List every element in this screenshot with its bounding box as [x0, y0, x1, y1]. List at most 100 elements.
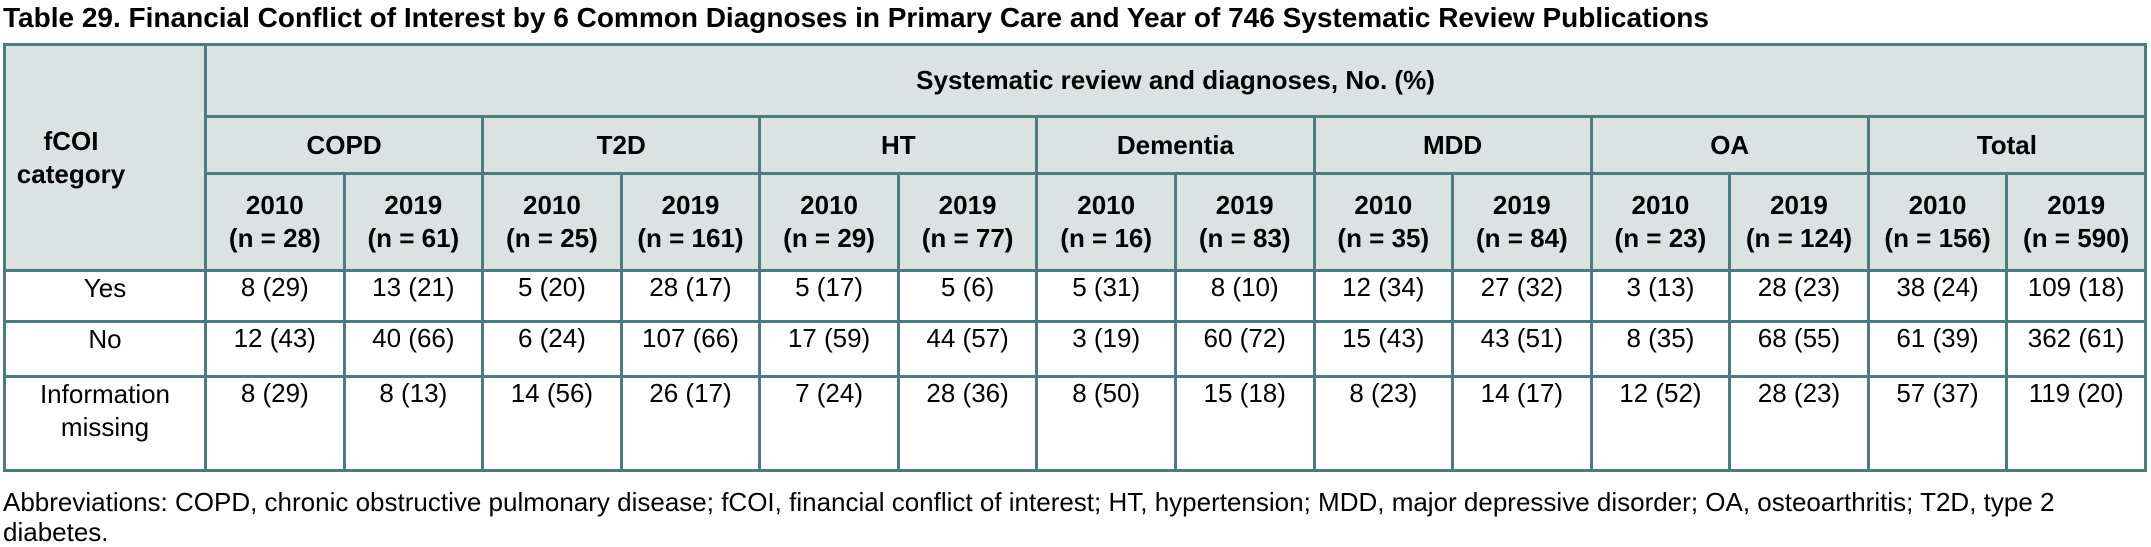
- data-cell: 14 (17): [1451, 375, 1593, 472]
- year-header: 2010 (n = 35): [1312, 172, 1455, 272]
- n-label: (n = 124): [1745, 223, 1853, 253]
- year-header: 2010 (n = 156): [1866, 172, 2009, 272]
- data-cell: 12 (52): [1589, 375, 1732, 472]
- year-header: 2019 (n = 77): [896, 172, 1039, 272]
- data-cell: 28 (17): [619, 269, 762, 323]
- group-header-oa: OA: [1589, 115, 1870, 175]
- data-cell: 40 (66): [342, 320, 485, 378]
- year-header: 2019 (n = 61): [342, 172, 485, 272]
- data-cell: 6 (24): [481, 320, 623, 378]
- year-label: 2019: [1215, 190, 1274, 220]
- n-label: (n = 77): [921, 223, 1014, 253]
- group-header-ht: HT: [758, 115, 1039, 175]
- n-label: (n = 161): [637, 223, 744, 253]
- data-cell: 8 (35): [1589, 320, 1732, 378]
- table-title: Table 29. Financial Conflict of Interest…: [3, 2, 1709, 33]
- n-label: (n = 29): [783, 223, 875, 253]
- n-label: (n = 28): [228, 223, 321, 253]
- year-header: 2019 (n = 124): [1728, 172, 1870, 272]
- data-cell: 14 (56): [481, 375, 623, 472]
- group-header-mdd: MDD: [1312, 115, 1593, 175]
- data-cell: 119 (20): [2005, 375, 2147, 472]
- year-header: 2019 (n = 84): [1451, 172, 1593, 272]
- n-label: (n = 23): [1614, 223, 1707, 253]
- data-cell: 60 (72): [1173, 320, 1316, 378]
- group-header-t2d: T2D: [481, 115, 762, 175]
- data-cell: 3 (19): [1035, 320, 1177, 378]
- header-row-groups: COPD T2D HT Dementia MDD OA Total: [5, 115, 2148, 175]
- table-row-yes: Yes 8 (29) 13 (21) 5 (20) 28 (17) 5 (17)…: [3, 269, 2147, 323]
- group-header-total: Total: [1866, 115, 2148, 175]
- data-cell: 107 (66): [619, 320, 762, 378]
- n-label: (n = 25): [506, 223, 598, 253]
- year-header: 2010 (n = 23): [1589, 172, 1732, 272]
- data-cell: 109 (18): [2005, 269, 2147, 323]
- year-label: 2010: [245, 190, 304, 220]
- year-label: 2019: [661, 190, 720, 220]
- data-cell: 15 (43): [1312, 320, 1455, 378]
- table-header: fCOI category Systematic review and diag…: [3, 43, 2148, 272]
- table-body: Yes 8 (29) 13 (21) 5 (20) 28 (17) 5 (17)…: [3, 269, 2147, 472]
- data-cell: 15 (18): [1173, 375, 1316, 472]
- year-label: 2010: [1908, 190, 1967, 220]
- year-label: 2010: [1631, 190, 1690, 220]
- year-header: 2010 (n = 16): [1035, 172, 1177, 272]
- year-label: 2019: [2047, 190, 2106, 220]
- data-cell: 28 (23): [1728, 375, 1870, 472]
- data-cell: 5 (6): [896, 269, 1039, 323]
- n-label: (n = 590): [2023, 223, 2130, 253]
- data-cell: 12 (34): [1312, 269, 1455, 323]
- row-label-yes: Yes: [3, 269, 207, 323]
- year-label: 2019: [938, 190, 997, 220]
- n-label: (n = 84): [1475, 223, 1568, 253]
- footnote-abbreviations: Abbreviations: COPD, chronic obstructive…: [3, 487, 2055, 547]
- data-cell: 8 (10): [1173, 269, 1316, 323]
- data-cell: 5 (20): [481, 269, 623, 323]
- data-cell: 8 (13): [342, 375, 485, 472]
- year-header: 2019 (n = 161): [619, 172, 762, 272]
- data-cell: 61 (39): [1866, 320, 2009, 378]
- table-row-no: No 12 (43) 40 (66) 6 (24) 107 (66) 17 (5…: [3, 320, 2147, 378]
- year-label: 2019: [1492, 190, 1551, 220]
- data-cell: 8 (50): [1035, 375, 1177, 472]
- header-row-span: fCOI category Systematic review and diag…: [3, 43, 2147, 272]
- year-header: 2010 (n = 29): [758, 172, 900, 272]
- group-header-dementia: Dementia: [1035, 115, 1316, 175]
- year-header: 2019 (n = 590): [2005, 172, 2147, 272]
- year-label: 2010: [1354, 190, 1413, 220]
- year-label: 2019: [384, 190, 443, 220]
- data-cell: 44 (57): [896, 320, 1039, 378]
- year-header: 2019 (n = 83): [1173, 172, 1316, 272]
- data-cell: 362 (61): [2005, 320, 2147, 378]
- data-cell: 43 (51): [1451, 320, 1593, 378]
- row-header-label: fCOI category: [16, 125, 126, 189]
- year-label: 2019: [1770, 190, 1828, 220]
- data-cell: 27 (32): [1451, 269, 1593, 323]
- data-cell: 26 (17): [619, 375, 762, 472]
- n-label: (n = 16): [1060, 223, 1153, 253]
- data-cell: 68 (55): [1728, 320, 1870, 378]
- data-cell: 17 (59): [758, 320, 900, 378]
- n-label: (n = 156): [1884, 223, 1991, 253]
- n-label: (n = 83): [1198, 223, 1291, 253]
- n-label: (n = 35): [1337, 223, 1430, 253]
- data-cell: 8 (29): [204, 375, 346, 472]
- data-cell: 3 (13): [1589, 269, 1732, 323]
- data-cell: 12 (43): [204, 320, 346, 378]
- group-header-copd: COPD: [203, 115, 485, 175]
- year-header: 2010 (n = 28): [204, 172, 346, 272]
- fcoi-table: fCOI category Systematic review and diag…: [3, 43, 2148, 472]
- data-cell: 8 (29): [204, 269, 346, 323]
- data-cell: 8 (23): [1312, 375, 1455, 472]
- row-label-information-missing: Information missing: [3, 375, 207, 472]
- header-row-years: 2010 (n = 28) 2019 (n = 61) 2010 (n = 25) 2…: [5, 172, 2147, 272]
- data-cell: 38 (24): [1866, 269, 2009, 323]
- n-label: (n = 61): [367, 223, 460, 253]
- span-header: Systematic review and diagnoses, No. (%): [204, 43, 2147, 118]
- year-header: 2010 (n = 25): [481, 172, 623, 272]
- data-cell: 13 (21): [342, 269, 485, 323]
- table-row-information-missing: Information missing 8 (29) 8 (13) 14 (56…: [3, 375, 2147, 472]
- data-cell: 5 (31): [1035, 269, 1177, 323]
- year-label: 2010: [800, 190, 858, 220]
